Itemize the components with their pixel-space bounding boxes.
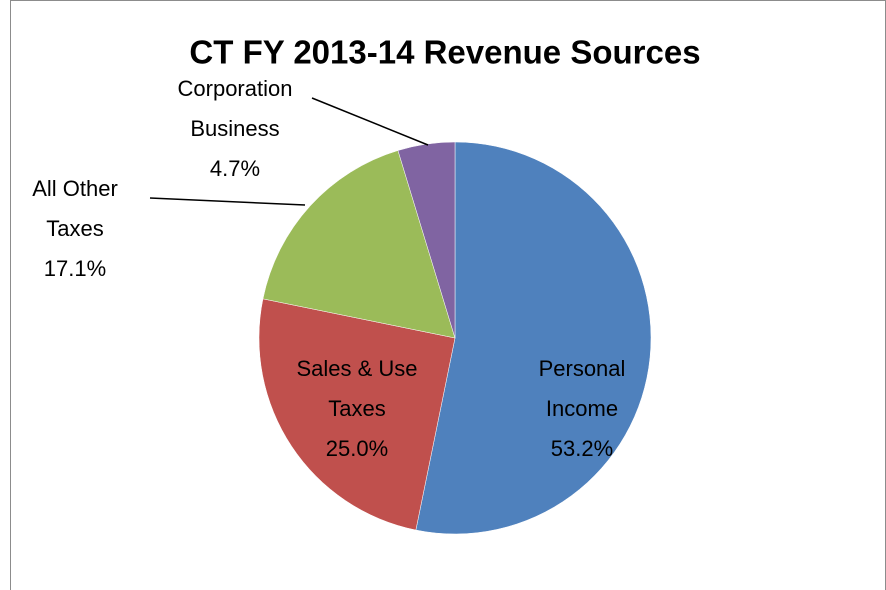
slice-label: All Other	[32, 176, 118, 201]
slice-value-label: 17.1%	[44, 256, 106, 281]
leader-line	[311, 97, 429, 146]
slice-value-label: 4.7%	[210, 156, 260, 181]
pie	[258, 141, 652, 535]
slice-label: Personal	[539, 356, 626, 381]
slice-label: Taxes	[46, 216, 103, 241]
chart-title: CT FY 2013-14 Revenue Sources	[189, 34, 700, 71]
pie-slice	[258, 298, 456, 531]
slice-label: Taxes	[328, 396, 385, 421]
slice-value-label: 25.0%	[326, 436, 388, 461]
slice-label: Sales & Use	[296, 356, 417, 381]
pie-slice	[262, 150, 456, 339]
leader-line	[149, 197, 306, 206]
pie-slice	[415, 141, 652, 535]
labels: Personal Income 53.2% Sales & Use Taxes 25.0%…	[32, 76, 625, 461]
slice-label: Income	[546, 396, 618, 421]
slice-label: Corporation	[178, 76, 293, 101]
slice-label: Business	[190, 116, 279, 141]
slice-value-label: 53.2%	[551, 436, 613, 461]
